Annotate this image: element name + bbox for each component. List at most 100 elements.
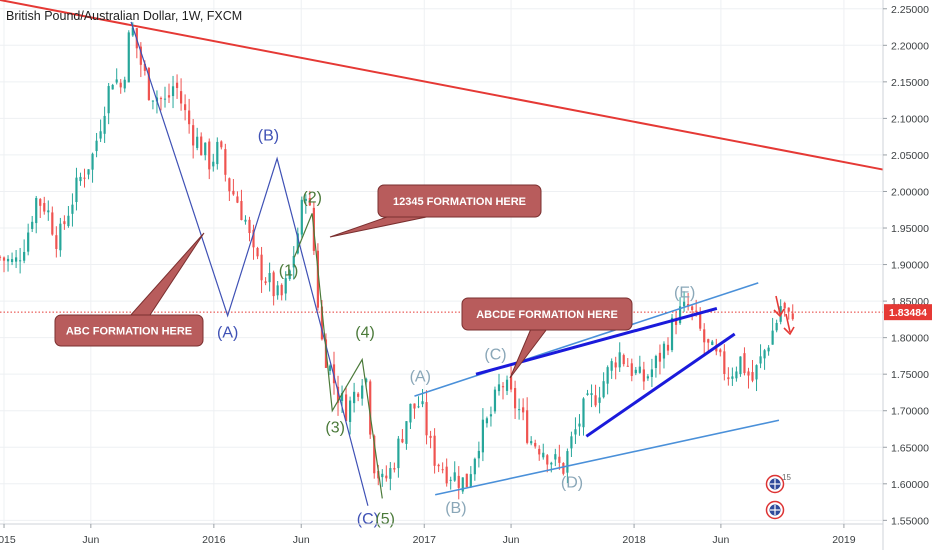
candle-body [244,219,247,222]
candle [481,408,484,462]
candle-body [232,190,235,195]
candle [421,388,424,408]
candle [445,458,448,487]
candle [453,461,456,482]
y-tick-label: 1.75000 [891,369,929,381]
candle [123,76,126,93]
candle [739,356,742,377]
x-tick-label: Jun [503,534,520,546]
indicators: 15 [765,295,795,520]
candle-body [256,247,259,257]
candle-body [409,403,412,423]
candle-body [485,418,489,424]
arrow-head [773,308,785,318]
candle-body [417,406,420,408]
candle [151,100,155,110]
candle-body [188,110,191,125]
candle [288,269,291,281]
candle-body [449,479,452,481]
candle [497,373,501,396]
candle [212,153,215,172]
abc-wave-label: (A) [217,325,238,342]
candle-body [280,284,283,296]
candle [530,436,533,446]
candle-body [23,251,26,261]
candle-body [602,381,605,398]
candle-body [397,438,400,469]
candle [348,396,352,435]
candle-body [196,136,199,148]
y-tick-label: 2.25000 [891,4,929,16]
candle [682,291,686,312]
candle-body [357,393,360,397]
x-tick-label: Jun [293,534,310,546]
candle-body [558,456,561,463]
candle-body [167,95,171,98]
candle-body [582,398,585,428]
candle [248,216,251,242]
candle-body [340,393,344,401]
candle-body [192,125,195,146]
candle-body [719,349,722,353]
candle-body [316,250,320,308]
candle-body [622,355,625,365]
candle [385,465,388,482]
candle-body [151,100,155,102]
candle [188,98,191,134]
impulse-wave-label: (5) [375,511,395,528]
candle [393,462,396,473]
candle-body [115,79,118,83]
candle-body [711,341,714,345]
candle-body [642,369,645,382]
candle-body [163,98,167,100]
impulse-wave-label: (4) [355,325,375,342]
candle-body [19,260,22,262]
candle-body [610,361,613,371]
candle [316,243,320,311]
candle [691,305,694,321]
candle-body [787,307,790,312]
candle [662,341,666,369]
candle [23,239,26,264]
candle-body [433,435,436,466]
candle-body [51,212,54,235]
candle-body [453,472,456,481]
x-tick-label: Jun [712,534,729,546]
x-tick-label: 2019 [832,534,856,546]
candle-body [481,419,484,453]
candle [658,344,662,375]
aud-event-flag-icon [765,500,785,520]
candle-body [248,219,251,234]
candle-body [437,464,440,467]
candle [79,172,82,186]
candle [27,223,30,256]
candle [787,307,790,320]
candle-body [497,384,501,392]
candle-body [123,79,126,89]
candle-body [268,272,271,283]
candle-body [618,352,621,368]
candle [469,466,472,489]
candle-body [493,389,497,412]
candle-body [143,63,146,71]
candle [389,462,392,491]
candle [518,398,521,420]
candle [526,397,529,445]
candle-body [518,409,521,411]
y-tick-label: 2.15000 [891,77,929,89]
candle-body [200,136,203,156]
candle [763,348,766,370]
candle-body [650,369,654,377]
candle-body [75,177,78,203]
arrow-shaft [775,295,781,315]
candle [67,206,70,228]
candle-body [421,401,424,405]
candle [441,462,444,474]
candle-body [308,198,311,206]
candle-body [95,140,98,152]
candle-body [638,366,641,373]
candle [650,358,654,388]
